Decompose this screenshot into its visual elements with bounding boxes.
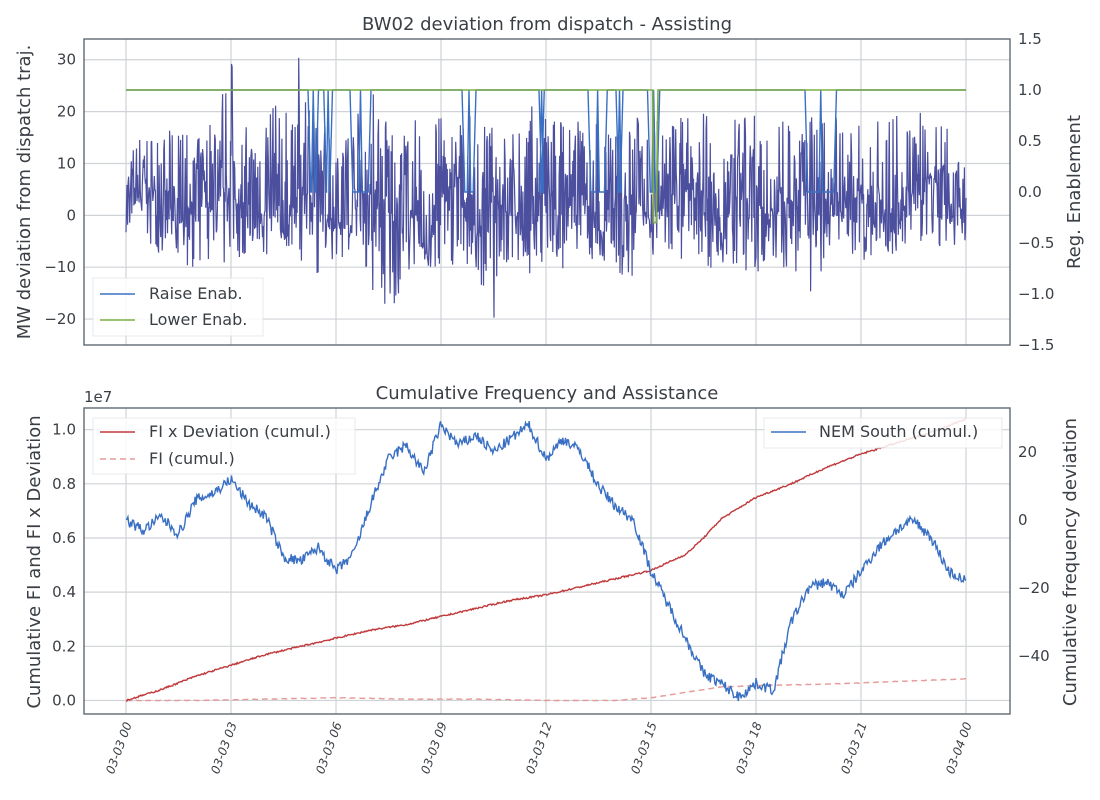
- bottom-right-tick-label: 0: [1018, 511, 1028, 529]
- top-right-tick-label: −1.5: [1018, 336, 1054, 354]
- x-tick-label: 03-03 09: [418, 720, 450, 775]
- top-left-tick-label: 0: [66, 206, 76, 224]
- legend-label-raise: Raise Enab.: [149, 284, 243, 303]
- bottom-right-axis-label: Cumulative frequency deviation: [1060, 418, 1081, 706]
- top-right-axis-label: Reg. Enablement: [1064, 115, 1085, 269]
- bottom-right-ticks: −40 −20 0 20: [1018, 443, 1050, 665]
- bottom-left-tick-label: 1.0: [52, 421, 76, 439]
- x-tick-label: 03-03 00: [103, 720, 135, 776]
- bottom-left-ticks: 0.0 0.2 0.4 0.6 0.8 1.0: [52, 421, 76, 710]
- top-left-axis-label: MW deviation from dispatch traj.: [14, 45, 35, 340]
- bottom-left-tick-label: 0.6: [52, 529, 76, 547]
- fi-cumul-line: [125, 677, 967, 702]
- top-left-tick-label: −20: [44, 310, 76, 328]
- bottom-left-tick-label: 0.4: [52, 583, 76, 601]
- x-tick-label: 03-03 21: [838, 720, 870, 775]
- top-right-tick-label: 0.0: [1018, 183, 1042, 201]
- top-chart-panel: BW02 deviation from dispatch - Assisting…: [14, 14, 1085, 354]
- top-legend: Raise Enab. Lower Enab.: [92, 277, 264, 337]
- bottom-series: [125, 417, 967, 702]
- bottom-legend-right-box: [763, 417, 1003, 449]
- legend-label-nem: NEM South (cumul.): [819, 422, 978, 441]
- top-left-tick-label: 20: [57, 103, 76, 121]
- bottom-left-tick-label: 0.8: [52, 475, 76, 493]
- bottom-left-tick-label: 0.0: [52, 691, 76, 709]
- bottom-right-tick-label: −40: [1018, 647, 1050, 665]
- x-tick-label: 03-03 15: [628, 720, 660, 775]
- bottom-chart-title: Cumulative Frequency and Assistance: [376, 383, 719, 404]
- bottom-axes-frame: [83, 407, 1011, 715]
- legend-label-fi-dev: FI x Deviation (cumul.): [149, 422, 331, 441]
- bottom-left-tick-label: 0.2: [52, 637, 76, 655]
- legend-label-lower: Lower Enab.: [149, 310, 247, 329]
- bottom-chart-panel: Cumulative Frequency and Assistance 1e7 …: [24, 383, 1081, 776]
- nem-south-cumul-line: [125, 420, 967, 702]
- top-left-tick-label: 10: [57, 154, 76, 172]
- fi-dev-cumul-line: [125, 417, 967, 702]
- top-left-tick-label: 30: [57, 51, 76, 69]
- top-right-ticks: 1.5 1.0 0.5 0.0 −0.5 −1.0 −1.5: [1018, 30, 1054, 354]
- bottom-right-tick-label: 20: [1018, 443, 1037, 461]
- x-tick-label: 03-03 06: [313, 720, 345, 776]
- legend-label-fi: FI (cumul.): [149, 449, 235, 468]
- lower-enab-line: [126, 89, 966, 224]
- top-chart-title: BW02 deviation from dispatch - Assisting: [362, 14, 732, 35]
- bottom-legend-right: NEM South (cumul.): [763, 417, 1003, 449]
- top-left-tick-label: −10: [44, 258, 76, 276]
- top-right-tick-label: −0.5: [1018, 234, 1054, 252]
- bottom-gridlines: [84, 408, 1010, 714]
- x-tick-label: 03-03 12: [523, 720, 555, 775]
- x-tick-label: 03-04 00: [943, 720, 975, 776]
- top-series: [125, 57, 967, 318]
- top-right-tick-label: −1.0: [1018, 285, 1054, 303]
- bottom-legend-left-box: [92, 417, 356, 475]
- bottom-left-axis-label: Cumulative FI and FI x Deviation: [24, 415, 45, 708]
- top-legend-box: [92, 277, 264, 337]
- bottom-legend-left: FI x Deviation (cumul.) FI (cumul.): [92, 417, 356, 475]
- top-left-ticks: −20 −10 0 10 20 30: [44, 51, 76, 328]
- x-tick-label: 03-03 18: [733, 720, 765, 776]
- top-right-tick-label: 1.0: [1018, 81, 1042, 99]
- bottom-offset-text: 1e7: [84, 388, 112, 406]
- top-right-tick-label: 1.5: [1018, 30, 1042, 48]
- bottom-x-ticks: 03-03 00 03-03 03 03-03 06 03-03 09 03-03 12…: [103, 720, 975, 776]
- bottom-right-tick-label: −20: [1018, 579, 1050, 597]
- deviation-line: [125, 57, 967, 318]
- top-axes-frame: [83, 38, 1011, 346]
- x-tick-label: 03-03 03: [208, 720, 240, 775]
- top-right-tick-label: 0.5: [1018, 132, 1042, 150]
